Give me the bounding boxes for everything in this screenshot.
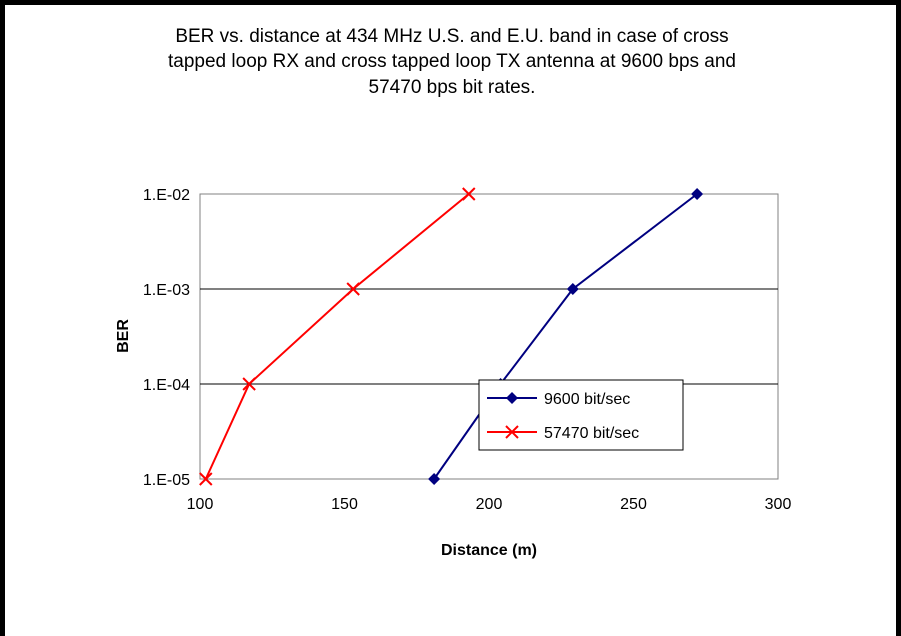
chart-title-line-3: 57470 bps bit rates. — [369, 77, 536, 98]
chart-title-line-2: tapped loop RX and cross tapped loop TX … — [168, 51, 736, 72]
y-axis-title: BER — [115, 319, 132, 353]
data-point-diamond — [428, 473, 441, 485]
x-tick-label: 200 — [476, 496, 503, 513]
legend: 9600 bit/sec 57470 bit/sec — [478, 379, 684, 451]
series-line-0 — [433, 193, 698, 480]
legend-marker-57470 — [505, 425, 519, 439]
x-tick-label: 250 — [620, 496, 647, 513]
x-axis-tick-labels: 100 150 200 250 300 — [187, 496, 792, 513]
data-point-diamond — [691, 188, 704, 200]
data-point-x — [462, 187, 476, 201]
y-tick-label: 1.E-04 — [143, 377, 190, 394]
series-line-1 — [204, 193, 470, 480]
chart-title-line-1: BER vs. distance at 434 MHz U.S. and E.U… — [175, 26, 728, 47]
x-tick-label: 300 — [765, 496, 792, 513]
chart-title: BER vs. distance at 434 MHz U.S. and E.U… — [168, 26, 736, 98]
data-point-x — [199, 472, 213, 486]
y-tick-label: 1.E-05 — [143, 472, 190, 489]
y-axis-tick-labels: 1.E-05 1.E-04 1.E-03 1.E-02 — [143, 187, 190, 489]
legend-label-9600: 9600 bit/sec — [544, 391, 630, 408]
y-tick-label: 1.E-03 — [143, 282, 190, 299]
legend-label-57470: 57470 bit/sec — [544, 425, 639, 442]
data-point-diamond — [566, 283, 579, 295]
x-tick-label: 150 — [331, 496, 358, 513]
x-tick-label: 100 — [187, 496, 214, 513]
legend-marker-9600 — [506, 392, 518, 404]
y-tick-label: 1.E-02 — [143, 187, 190, 204]
legend-box — [478, 379, 684, 451]
data-point-x — [242, 377, 256, 391]
data-point-x — [346, 282, 360, 296]
x-axis-title: Distance (m) — [441, 542, 537, 559]
